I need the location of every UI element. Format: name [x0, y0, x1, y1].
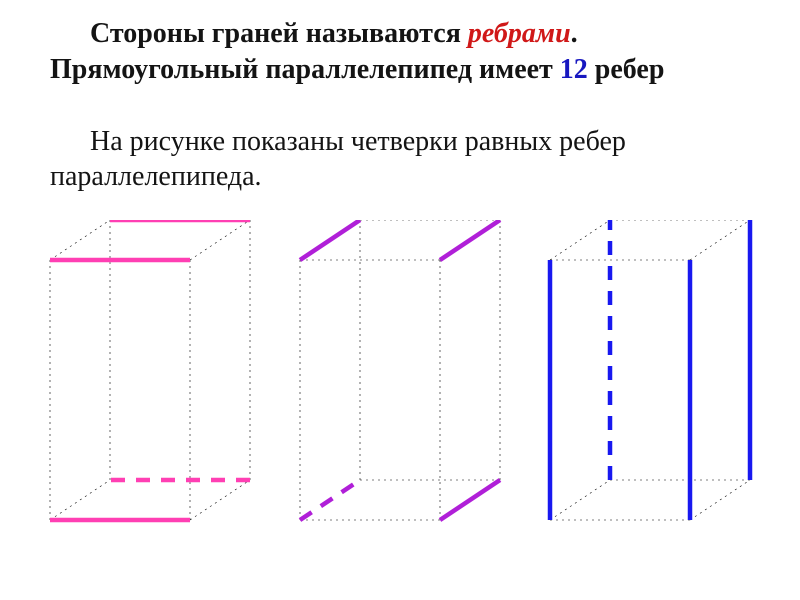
line1-prefix: Стороны граней называются	[90, 18, 468, 49]
page: Стороны граней называются ребрами. Прямо…	[0, 0, 800, 600]
heading-line-1: Стороны граней называются ребрами.	[50, 16, 770, 51]
line1-highlight: ребрами	[468, 18, 571, 49]
cuboids-row	[30, 220, 770, 580]
cuboid-vertical	[550, 220, 750, 520]
cuboid-depth	[300, 220, 500, 520]
cuboids-svg	[30, 220, 770, 580]
cuboid-top-bottom	[50, 220, 250, 520]
heading-line-2: Прямоугольный параллелепипед имеет 12 ре…	[50, 52, 770, 87]
line2-highlight: 12	[560, 54, 588, 85]
line3-text: На рисунке показаны четверки равных ребе…	[50, 126, 626, 192]
line1-suffix: .	[571, 18, 578, 49]
heading-line-3: На рисунке показаны четверки равных ребе…	[50, 124, 770, 194]
line2-suffix: ребер	[588, 54, 665, 85]
line2-prefix: Прямоугольный параллелепипед имеет	[50, 54, 560, 85]
